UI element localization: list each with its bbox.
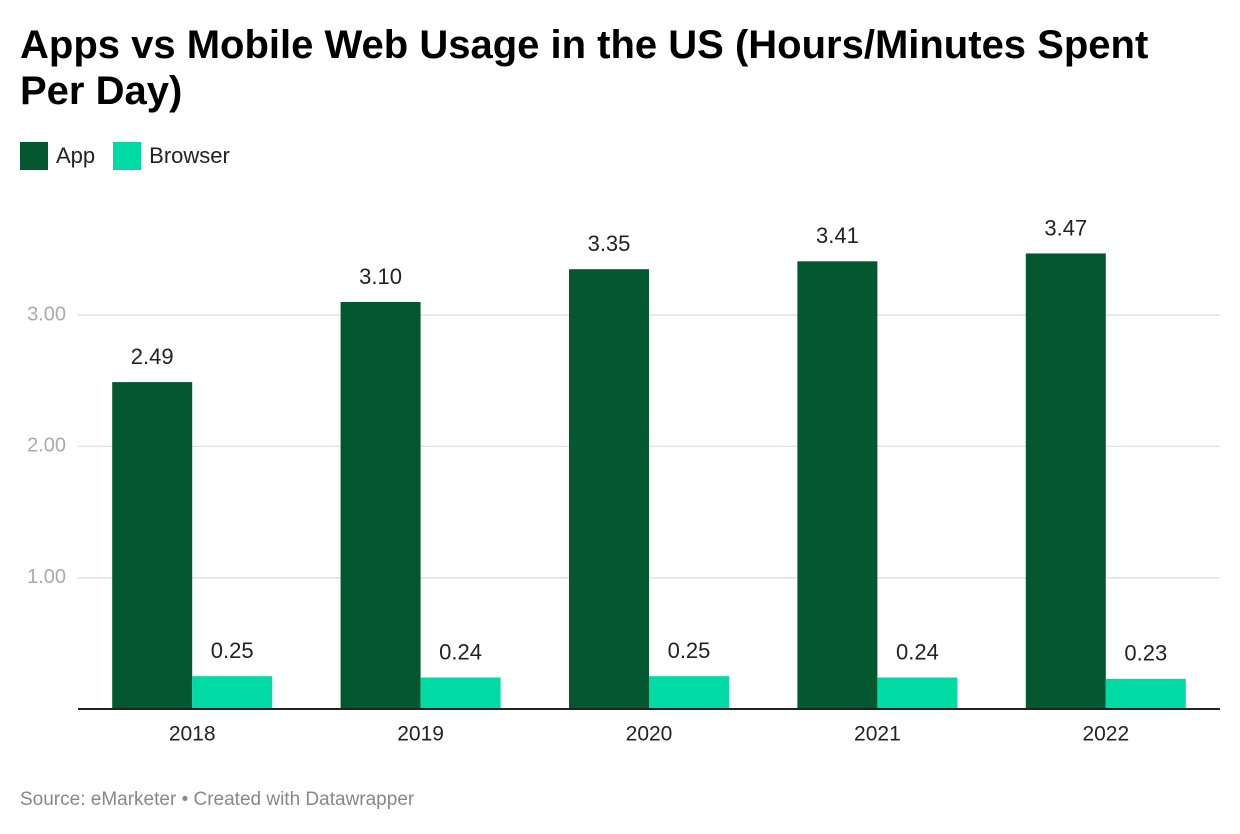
value-label: 3.35 [588, 231, 631, 256]
legend-swatch [113, 142, 142, 170]
bar [340, 302, 421, 709]
x-tick-label: 2021 [854, 723, 901, 746]
value-label: 0.24 [896, 639, 939, 664]
y-tick-label: 3.00 [27, 303, 66, 325]
x-tick-label: 2019 [397, 723, 444, 746]
x-tick-label: 2022 [1082, 723, 1129, 746]
bar [569, 269, 649, 709]
value-label: 3.41 [816, 223, 859, 248]
value-label: 0.23 [1124, 641, 1167, 666]
x-tick-label: 2018 [169, 723, 216, 746]
value-label: 0.25 [668, 638, 711, 663]
value-label: 0.24 [439, 639, 482, 664]
bar [877, 677, 958, 709]
y-tick-label: 2.00 [27, 435, 66, 457]
y-tick-label: 1.00 [27, 566, 66, 588]
bar [1025, 253, 1106, 709]
legend-swatch [20, 142, 48, 170]
value-label: 3.10 [359, 264, 402, 289]
bar [192, 676, 273, 709]
bar [797, 261, 878, 709]
legend-label: Browser [149, 143, 230, 168]
legend: App Browser [20, 142, 230, 170]
legend-label: App [56, 143, 96, 168]
value-label: 3.47 [1044, 215, 1087, 240]
legend-item: App [20, 142, 95, 170]
bar [1105, 678, 1186, 709]
bar [649, 676, 729, 709]
legend-item: Browser [113, 142, 230, 170]
value-label: 2.49 [131, 344, 174, 369]
value-label: 0.25 [211, 638, 254, 663]
chart-title: Apps vs Mobile Web Usage in the US (Hour… [20, 23, 1149, 113]
bar [420, 677, 501, 709]
bar [112, 382, 193, 709]
source-note: Source: eMarketer • Created with Datawra… [20, 789, 415, 810]
x-tick-label: 2020 [626, 723, 673, 746]
